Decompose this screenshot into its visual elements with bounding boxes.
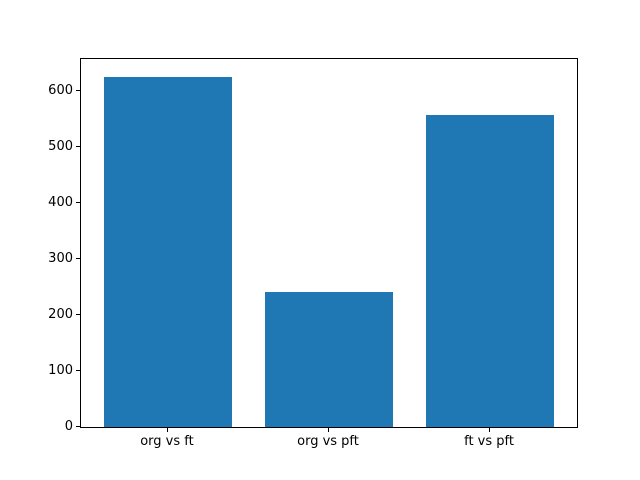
y-tick-label: 300 bbox=[48, 250, 73, 266]
x-tick-mark bbox=[489, 428, 491, 432]
y-tick-label: 100 bbox=[48, 362, 73, 378]
bar-org-vs-pft bbox=[264, 292, 394, 427]
y-tick-mark bbox=[76, 145, 80, 147]
y-tick-label: 400 bbox=[48, 194, 73, 210]
bar-ft-vs-pft bbox=[425, 115, 555, 427]
y-tick-mark bbox=[76, 426, 80, 427]
y-tick-mark bbox=[76, 257, 80, 259]
y-tick-mark bbox=[76, 201, 80, 203]
x-tick-label: org vs ft bbox=[140, 434, 194, 449]
y-tick-mark bbox=[76, 313, 80, 315]
x-tick-mark bbox=[166, 428, 168, 432]
x-tick-mark bbox=[328, 428, 329, 432]
y-tick-label: 200 bbox=[48, 306, 73, 322]
x-tick-label: org vs pft bbox=[297, 434, 359, 449]
x-tick-label: ft vs pft bbox=[464, 434, 514, 449]
plot-area bbox=[80, 58, 578, 428]
y-tick-label: 500 bbox=[48, 138, 73, 154]
y-tick-mark bbox=[76, 89, 80, 91]
y-tick-label: 600 bbox=[48, 82, 73, 98]
y-tick-label: 0 bbox=[64, 419, 73, 434]
bar-org-vs-ft bbox=[103, 76, 233, 427]
y-tick-mark bbox=[76, 369, 80, 371]
